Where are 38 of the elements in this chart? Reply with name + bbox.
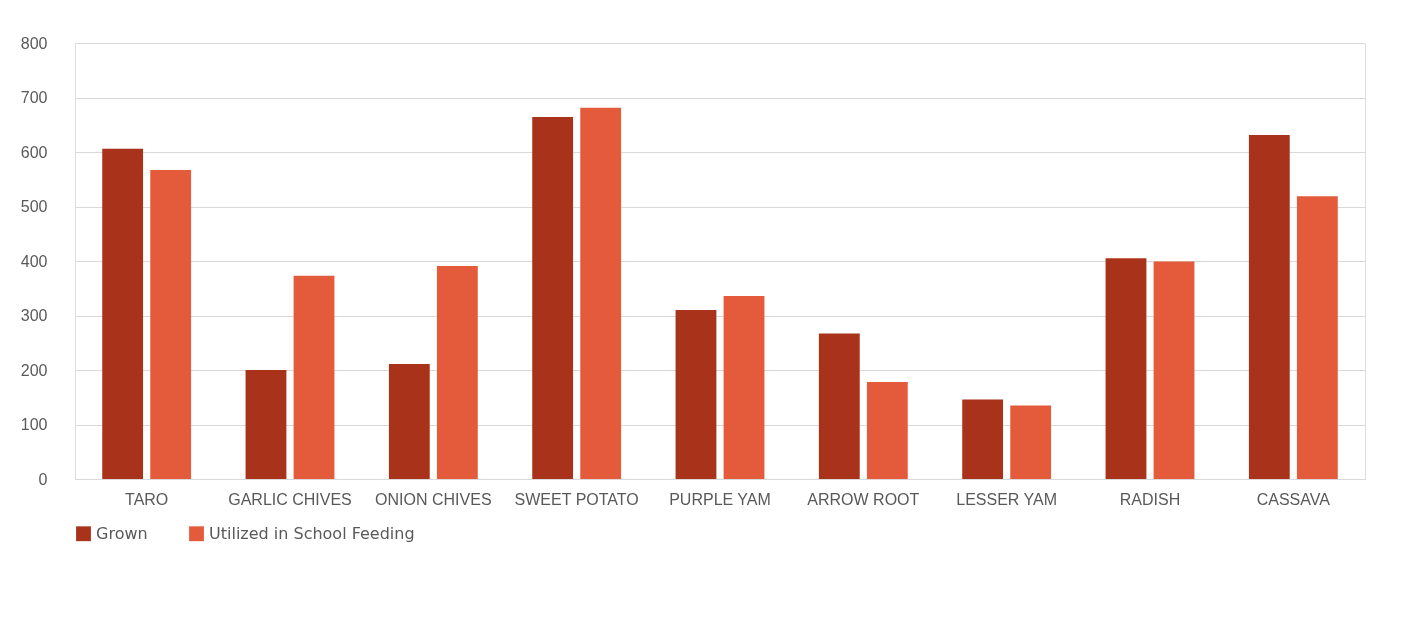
bar [436,265,478,479]
y-tick-label: 0 [38,470,48,488]
bar [866,381,908,479]
x-tick-label: PURPLE YAM [669,490,771,508]
x-tick-label: LESSER YAM [956,490,1058,508]
bar [293,275,335,479]
bar [675,310,717,479]
bar [150,169,192,479]
bar [388,364,430,479]
bar [723,295,765,479]
y-tick-label: 100 [20,416,48,433]
y-tick-label: 500 [20,198,48,215]
bar [245,370,287,479]
x-tick-label: GARLIC CHIVES [228,490,352,508]
legend-label: Grown [96,523,148,543]
bar [532,117,574,479]
bar [962,399,1004,479]
y-tick-label: 300 [20,307,48,324]
bar [818,333,860,479]
x-tick-label: ONION CHIVES [375,490,492,508]
y-tick-label: 200 [20,361,48,379]
y-tick-label: 800 [20,34,48,52]
bar [1105,258,1147,479]
y-tick-label: 400 [20,252,48,270]
bar [102,148,144,479]
bar [580,107,622,479]
y-tick-label: 700 [20,89,48,106]
bar [1248,135,1290,479]
bar [1153,261,1195,479]
x-tick-label: CASSAVA [1256,490,1331,508]
bar [1296,196,1338,479]
x-tick-label: ARROW ROOT [807,490,920,508]
x-tick-label: TARO [125,490,169,508]
bar [1010,405,1052,479]
y-tick-label: 600 [20,143,48,161]
legend-label: Utilized in School Feeding [209,523,415,543]
x-tick-label: RADISH [1119,490,1181,508]
x-tick-label: SWEET POTATO [514,490,639,508]
